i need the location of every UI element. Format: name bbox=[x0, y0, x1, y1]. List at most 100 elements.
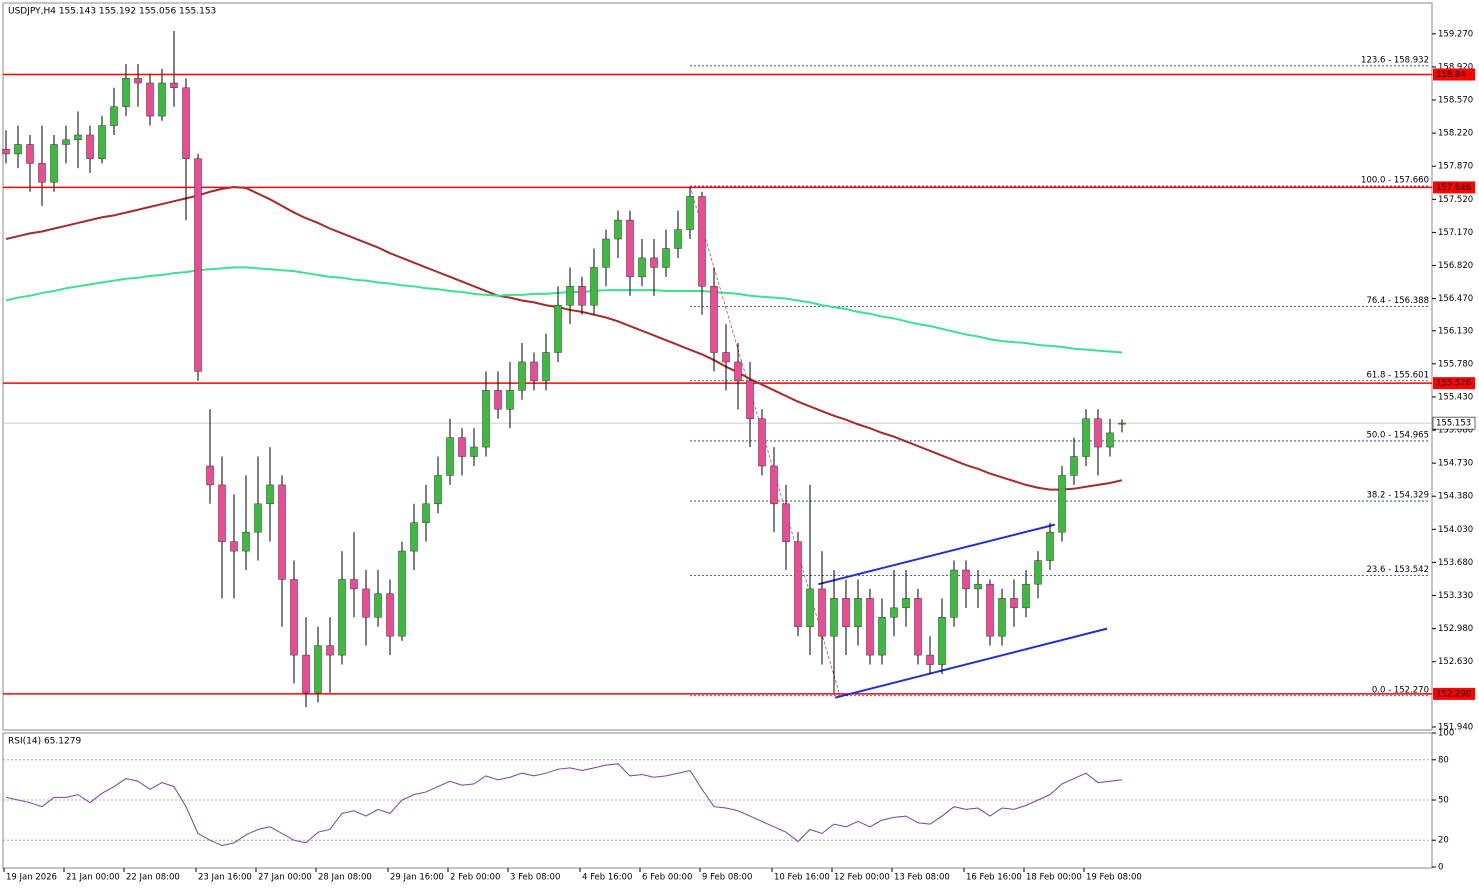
rsi-tick-label: 20 bbox=[1438, 836, 1449, 846]
candle-body bbox=[218, 484, 226, 542]
candle-body bbox=[1106, 432, 1114, 448]
x-tick-label: 29 Jan 16:00 bbox=[390, 873, 444, 883]
y-tick-label: 158.920 bbox=[1438, 62, 1473, 72]
x-tick-label: 18 Feb 00:00 bbox=[1026, 873, 1082, 883]
current-price-label-bg bbox=[1432, 416, 1476, 430]
candle-body bbox=[734, 361, 742, 382]
candle-body bbox=[926, 654, 934, 665]
candle-body bbox=[278, 484, 286, 580]
y-tick-label: 154.030 bbox=[1438, 525, 1473, 535]
candle-body bbox=[86, 134, 94, 159]
candle-body bbox=[1118, 422, 1126, 425]
candle-body bbox=[554, 304, 562, 353]
candle-body bbox=[458, 437, 466, 457]
candle-body bbox=[1058, 475, 1066, 533]
candle-body bbox=[254, 503, 262, 533]
candle-body bbox=[722, 352, 730, 363]
candle-body bbox=[134, 78, 142, 84]
moving-average bbox=[5, 186, 1123, 491]
x-tick-label: 13 Feb 08:00 bbox=[894, 873, 950, 883]
y-tick-label: 157.870 bbox=[1438, 162, 1473, 172]
candle-body bbox=[542, 352, 550, 382]
candle-body bbox=[950, 569, 958, 618]
candle-body bbox=[1010, 598, 1018, 609]
candle-body bbox=[446, 437, 454, 476]
candle-body bbox=[74, 134, 82, 140]
fib-label: 61.8 - 155.601 bbox=[1366, 370, 1429, 380]
rsi-title: RSI(14) 65.1279 bbox=[8, 737, 81, 747]
fib-label: 23.6 - 153.542 bbox=[1366, 565, 1429, 575]
candle-body bbox=[902, 598, 910, 609]
candle-body bbox=[758, 418, 766, 467]
candle-body bbox=[1046, 531, 1054, 561]
level-label: 155.576 bbox=[1436, 379, 1471, 389]
candle-body bbox=[878, 617, 886, 656]
candle-body bbox=[470, 446, 478, 457]
candle-body bbox=[890, 607, 898, 618]
candle-body bbox=[194, 158, 202, 372]
candle-body bbox=[182, 87, 190, 159]
y-tick-label: 153.330 bbox=[1438, 591, 1473, 601]
y-tick-label: 156.130 bbox=[1438, 326, 1473, 336]
candle-body bbox=[326, 645, 334, 656]
level-label-bg bbox=[1433, 687, 1475, 700]
candle-body bbox=[386, 593, 394, 637]
fib-label: 76.4 - 156.388 bbox=[1366, 296, 1429, 306]
x-tick-label: 16 Feb 16:00 bbox=[966, 873, 1022, 883]
candle-body bbox=[686, 196, 694, 230]
candle-body bbox=[302, 654, 310, 694]
candle-body bbox=[110, 106, 118, 126]
y-tick-label: 158.570 bbox=[1438, 96, 1473, 106]
x-tick-label: 3 Feb 08:00 bbox=[510, 873, 560, 883]
candle-body bbox=[338, 579, 346, 656]
x-tick-label: 2 Feb 00:00 bbox=[450, 873, 500, 883]
candle-body bbox=[842, 598, 850, 627]
rsi-tick-label: 80 bbox=[1438, 755, 1449, 765]
candle-body bbox=[362, 588, 370, 618]
candle-body bbox=[290, 579, 298, 656]
y-tick-label: 152.980 bbox=[1438, 624, 1473, 634]
candle-body bbox=[170, 82, 178, 88]
x-tick-label: 23 Jan 16:00 bbox=[198, 873, 252, 883]
candle-body bbox=[314, 645, 322, 694]
candle-body bbox=[374, 593, 382, 618]
candle-body bbox=[26, 144, 34, 164]
level-label-bg bbox=[1433, 68, 1475, 81]
candle-body bbox=[206, 465, 214, 486]
fib-label: 38.2 - 154.329 bbox=[1366, 491, 1429, 501]
fib-label: 50.0 - 154.965 bbox=[1366, 430, 1429, 440]
candle-body bbox=[602, 238, 610, 268]
candle-body bbox=[566, 286, 574, 306]
candle-body bbox=[1034, 560, 1042, 585]
candle-body bbox=[626, 219, 634, 278]
candle-body bbox=[578, 286, 586, 306]
candle-body bbox=[986, 583, 994, 637]
candle-body bbox=[434, 475, 442, 505]
y-tick-label: 155.430 bbox=[1438, 392, 1473, 402]
fib-label: 123.6 - 158.932 bbox=[1361, 55, 1429, 65]
candle-body bbox=[122, 78, 130, 107]
candle-body bbox=[158, 82, 166, 117]
x-tick-label: 12 Feb 00:00 bbox=[834, 873, 890, 883]
candle-body bbox=[998, 598, 1006, 637]
trendline bbox=[818, 523, 1056, 586]
x-tick-label: 21 Jan 00:00 bbox=[66, 873, 120, 883]
candle-body bbox=[422, 503, 430, 523]
rsi-line bbox=[5, 763, 1123, 847]
candle-body bbox=[494, 390, 502, 410]
candle-body bbox=[62, 139, 70, 145]
candle-body bbox=[482, 390, 490, 448]
x-tick-label: 19 Feb 08:00 bbox=[1086, 873, 1142, 883]
candle-body bbox=[974, 583, 982, 590]
candle-body bbox=[818, 588, 826, 637]
candle-body bbox=[1070, 456, 1078, 476]
candle-body bbox=[614, 219, 622, 240]
candle-body bbox=[1082, 418, 1090, 457]
candle-body bbox=[662, 248, 670, 268]
candle-body bbox=[506, 390, 514, 410]
candle-body bbox=[1094, 418, 1102, 448]
candle-body bbox=[410, 522, 418, 552]
y-tick-label: 157.170 bbox=[1438, 228, 1473, 238]
moving-average bbox=[5, 266, 1123, 354]
